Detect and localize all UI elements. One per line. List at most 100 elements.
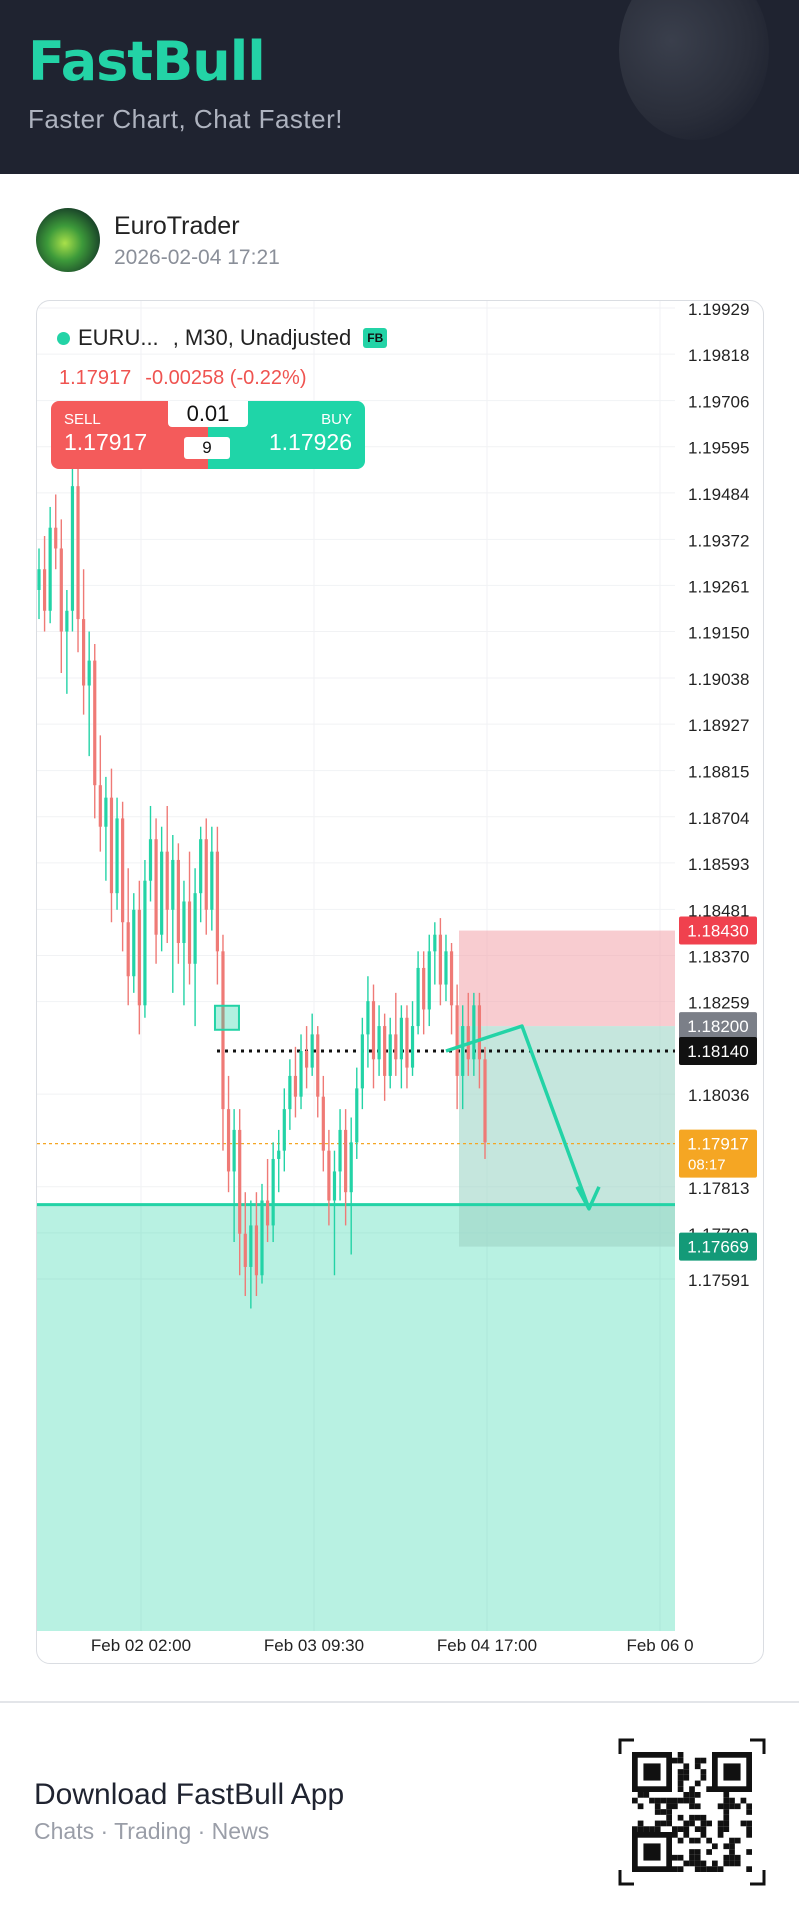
buy-price: 1.17926 — [268, 429, 352, 455]
qr-finder — [723, 1763, 741, 1781]
x-tick-label: Feb 03 09:30 — [264, 1636, 364, 1655]
buy-button[interactable]: BUY 1.17926 — [208, 401, 365, 469]
candle-body — [37, 569, 41, 590]
y-tick-label: 1.17813 — [688, 1179, 749, 1198]
candle-body — [444, 951, 448, 985]
qr-module — [677, 1757, 684, 1764]
candle-body — [422, 967, 426, 1010]
candle-body — [98, 785, 102, 827]
stop-loss-zone — [459, 930, 675, 1027]
qr-module — [734, 1837, 741, 1844]
qr-module — [729, 1803, 735, 1810]
download-app-title[interactable]: Download FastBull App — [34, 1778, 345, 1811]
candle-body — [48, 527, 52, 611]
qr-module — [672, 1854, 678, 1861]
price-change-row: 1.17917 -0.00258 (-0.22%) — [59, 367, 307, 390]
y-tick-label: 1.19706 — [688, 393, 749, 412]
candle-body — [355, 1088, 359, 1143]
qr-module — [700, 1866, 707, 1872]
avatar[interactable] — [36, 208, 100, 272]
candle-body — [215, 851, 219, 952]
qr-module — [677, 1752, 684, 1758]
last-price: 1.17917 — [59, 367, 132, 389]
candle-body — [104, 797, 108, 827]
qr-module — [712, 1843, 718, 1850]
price-tag-label: 1.18200 — [687, 1017, 748, 1036]
qr-module — [734, 1803, 741, 1810]
qr-module — [632, 1797, 638, 1804]
candle-body — [121, 818, 125, 923]
candle-body — [210, 851, 214, 910]
qr-module — [683, 1774, 690, 1781]
author-name[interactable]: EuroTrader — [114, 212, 240, 240]
qr-module — [700, 1820, 707, 1827]
qr-module — [694, 1849, 701, 1855]
qr-module — [694, 1814, 701, 1821]
candle-body — [455, 1005, 459, 1076]
qr-module — [677, 1854, 684, 1861]
qr-module — [729, 1860, 735, 1867]
candle-body — [316, 1034, 320, 1097]
take-profit-zone — [459, 1026, 675, 1247]
x-tick-label: Feb 04 17:00 — [437, 1636, 537, 1655]
qr-module — [717, 1866, 724, 1872]
qr-module — [683, 1832, 690, 1838]
candle-body — [399, 1017, 403, 1060]
y-tick-label: 1.18815 — [688, 763, 749, 782]
qr-module — [666, 1803, 672, 1810]
candle-body — [249, 1225, 253, 1267]
buy-label: BUY — [321, 411, 352, 428]
qr-module — [706, 1866, 712, 1872]
candle-body — [338, 1129, 342, 1172]
qr-module — [649, 1826, 655, 1832]
qr-module — [729, 1849, 735, 1855]
qr-module — [723, 1820, 730, 1827]
candle-body — [405, 1017, 409, 1068]
qr-module — [689, 1814, 695, 1821]
y-tick-label: 1.19150 — [688, 624, 749, 643]
header-moon-decoration — [619, 0, 769, 140]
candle-body — [383, 1026, 387, 1076]
price-tag — [679, 1232, 757, 1261]
qr-module — [632, 1826, 638, 1832]
qr-module — [672, 1803, 678, 1810]
qr-module — [672, 1832, 678, 1838]
candle-body — [299, 1050, 303, 1097]
qr-module — [672, 1826, 678, 1832]
qr-module — [694, 1854, 701, 1861]
qr-module — [683, 1792, 690, 1798]
y-tick-label: 1.19038 — [688, 670, 749, 689]
candle-body — [271, 1158, 275, 1226]
qr-code[interactable] — [618, 1738, 766, 1886]
qr-module — [677, 1774, 684, 1781]
candle-body — [310, 1034, 314, 1068]
qr-module — [700, 1774, 707, 1781]
candle-body — [427, 951, 431, 1010]
qr-module — [694, 1826, 701, 1832]
qr-module — [660, 1797, 667, 1804]
qr-module — [654, 1803, 661, 1810]
y-tick-label: 1.18481 — [688, 901, 749, 920]
qr-module — [694, 1757, 701, 1764]
qr-module — [723, 1797, 730, 1804]
price-chart[interactable]: 1.19929 1.19818 1.19706 1.19595 1.19484 1.193… — [37, 301, 763, 1663]
qr-module — [643, 1792, 650, 1798]
market-status-dot — [57, 331, 70, 345]
lot-size-input[interactable]: 0.01 — [168, 401, 248, 427]
qr-module — [637, 1803, 644, 1810]
candle-body — [187, 901, 192, 964]
post-time: 2026-02-04 17:21 — [114, 246, 280, 269]
candle-body — [433, 934, 437, 952]
qr-module — [677, 1814, 684, 1821]
candle-body — [238, 1129, 242, 1234]
qr-module — [694, 1803, 701, 1810]
candle-body — [148, 839, 153, 881]
y-tick-label: 1.18259 — [688, 994, 749, 1013]
qr-module — [729, 1797, 735, 1804]
support-zone — [37, 1204, 675, 1631]
qr-module — [666, 1797, 672, 1804]
chart-card: 1.19929 1.19818 1.19706 1.19595 1.19484 1.193… — [36, 300, 764, 1664]
symbol-name[interactable]: EURU... — [78, 325, 159, 350]
footer-divider — [0, 1701, 799, 1703]
qr-module — [683, 1860, 690, 1867]
